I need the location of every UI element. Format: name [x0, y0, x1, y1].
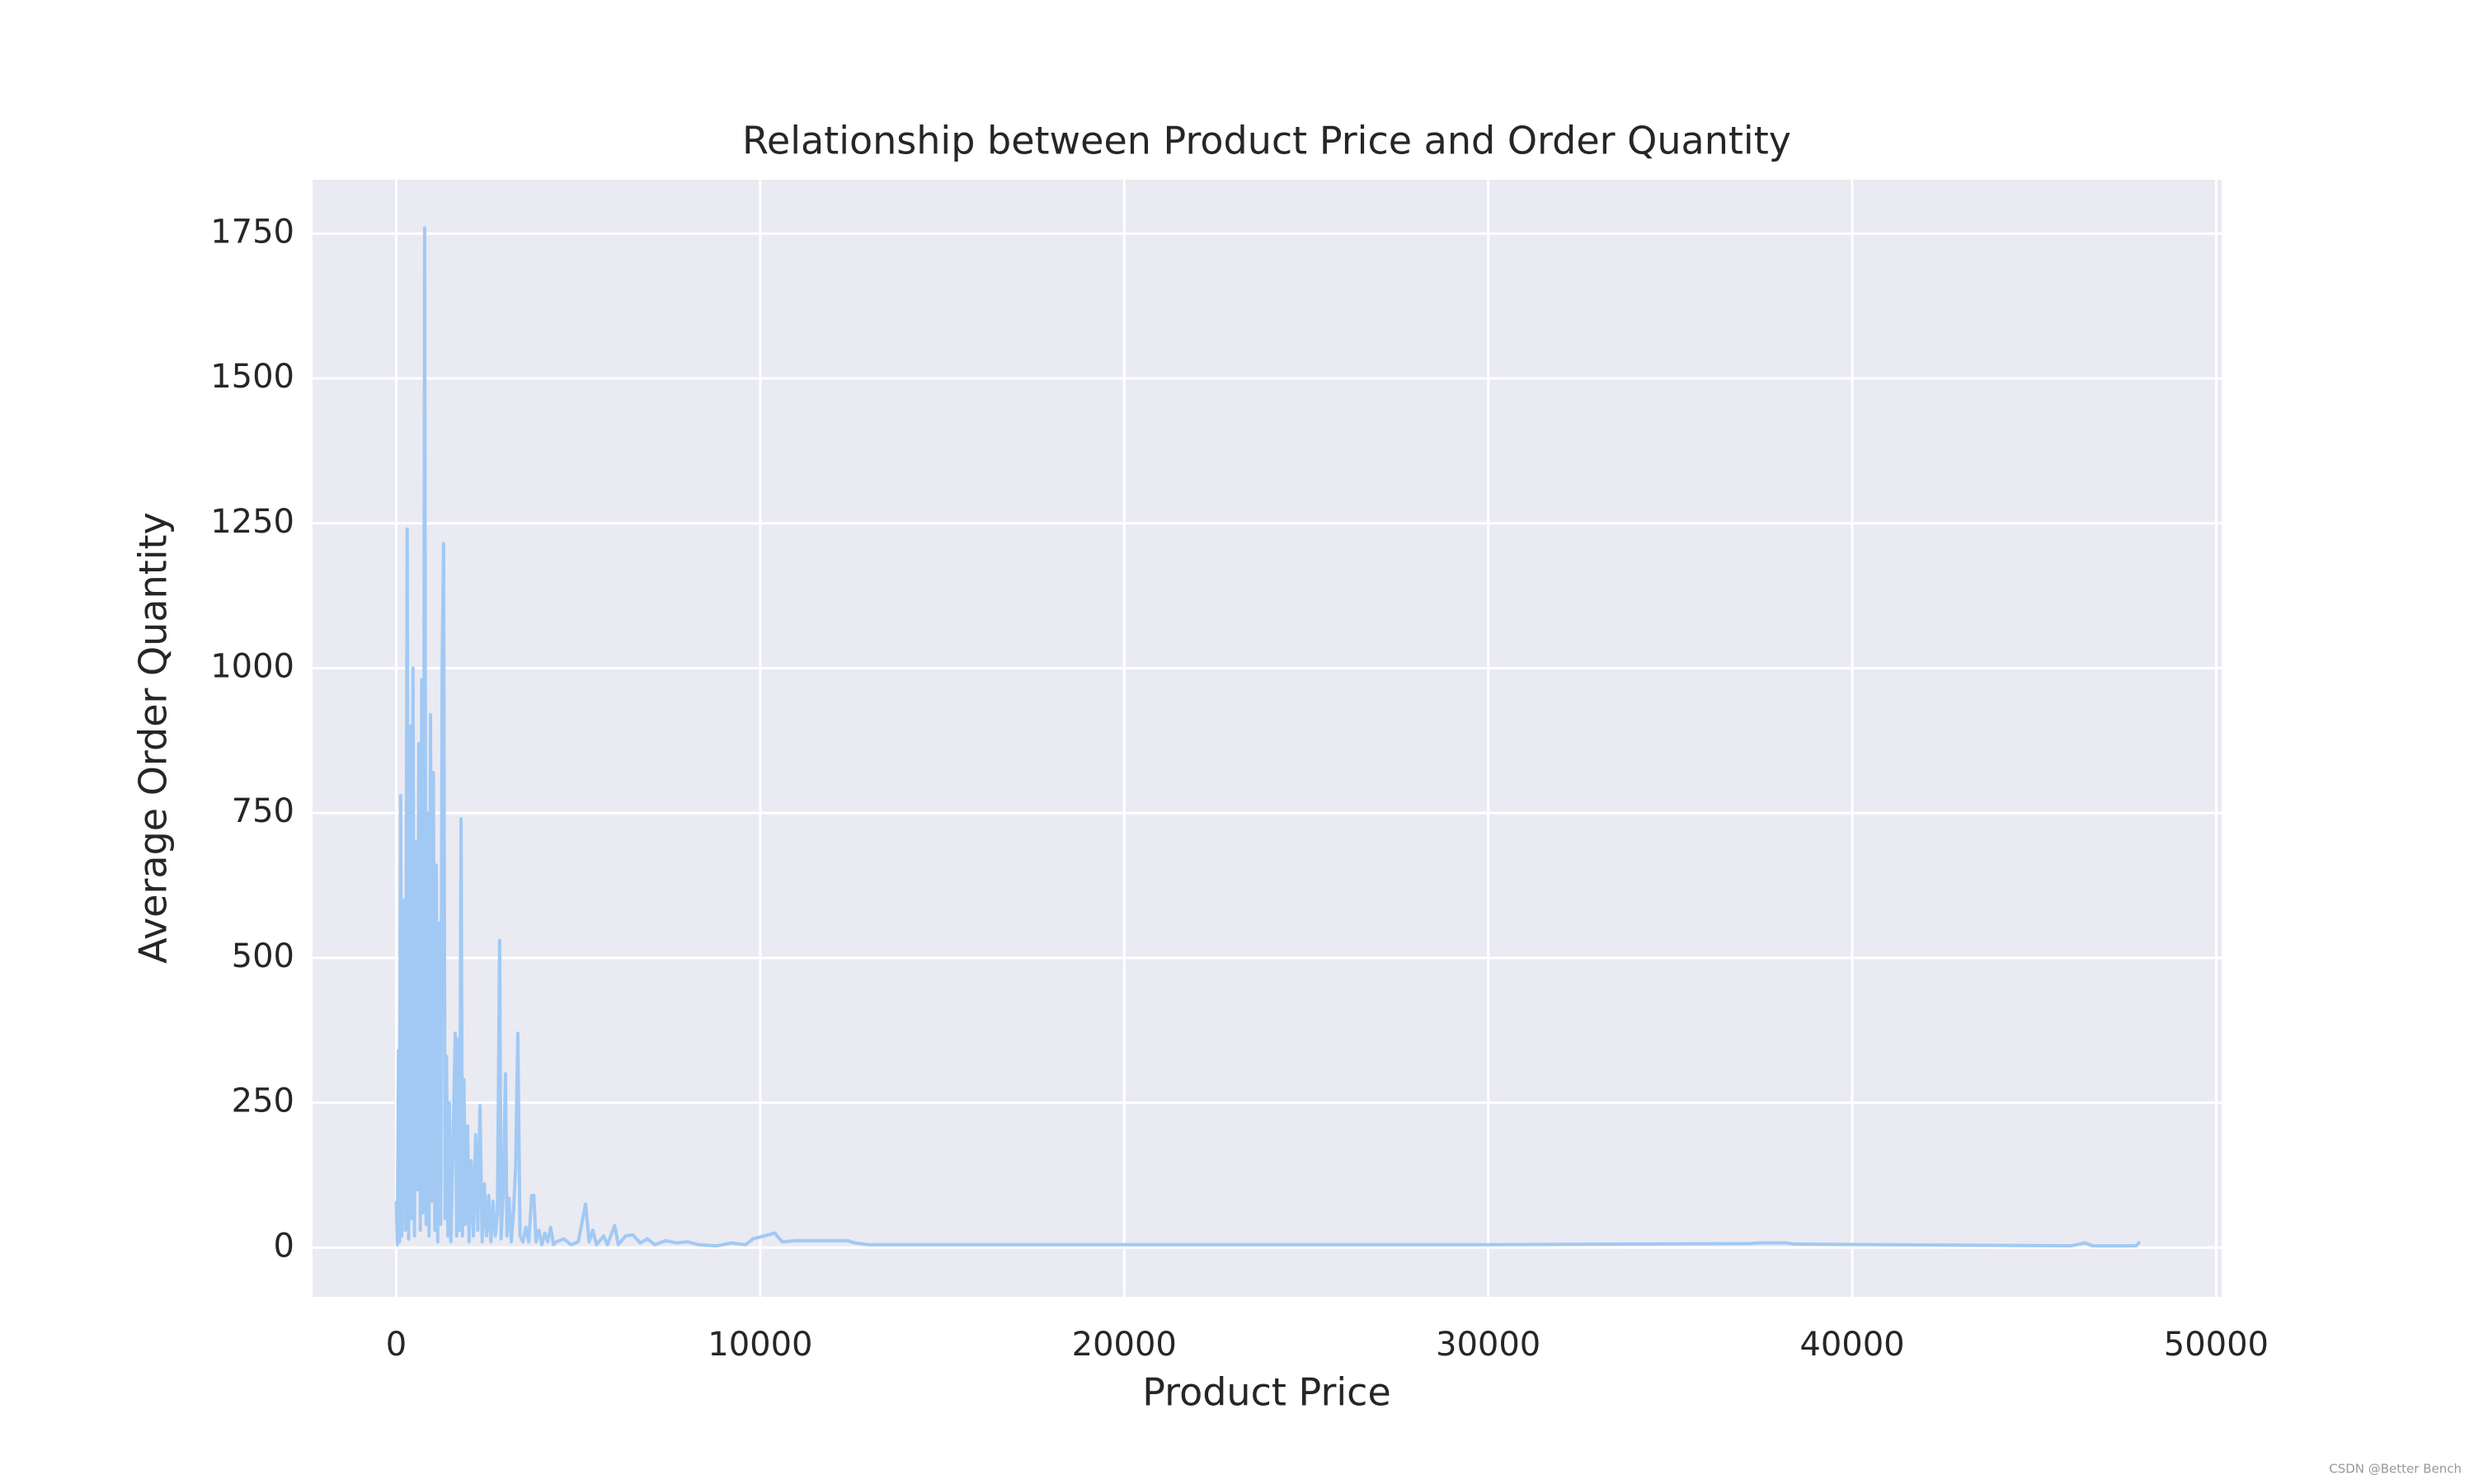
y-axis-label: Average Order Quantity [131, 512, 176, 964]
y-tick-label: 500 [232, 937, 294, 975]
plot-background [313, 180, 2222, 1297]
watermark: CSDN @Better Bench [2329, 1462, 2462, 1477]
y-tick-label: 1000 [210, 647, 294, 685]
y-tick-label: 750 [232, 792, 294, 830]
y-tick-label: 1750 [210, 213, 294, 251]
x-axis-label: Product Price [1142, 1370, 1391, 1415]
y-tick-label: 1500 [210, 358, 294, 396]
x-tick-label: 20000 [1072, 1326, 1177, 1364]
x-tick-label: 30000 [1436, 1326, 1540, 1364]
x-tick-label: 0 [386, 1326, 407, 1364]
x-tick-label: 10000 [708, 1326, 812, 1364]
grid [313, 180, 2222, 1297]
chart-title: Relationship between Product Price and O… [742, 119, 1791, 163]
y-tick-label: 1250 [210, 503, 294, 541]
y-tick-label: 0 [274, 1227, 294, 1265]
data-line [394, 226, 2142, 1248]
y-tick-label: 250 [232, 1082, 294, 1120]
x-tick-label: 40000 [1799, 1326, 1904, 1364]
marks [394, 226, 2142, 1248]
x-tick-label: 50000 [2164, 1326, 2269, 1364]
